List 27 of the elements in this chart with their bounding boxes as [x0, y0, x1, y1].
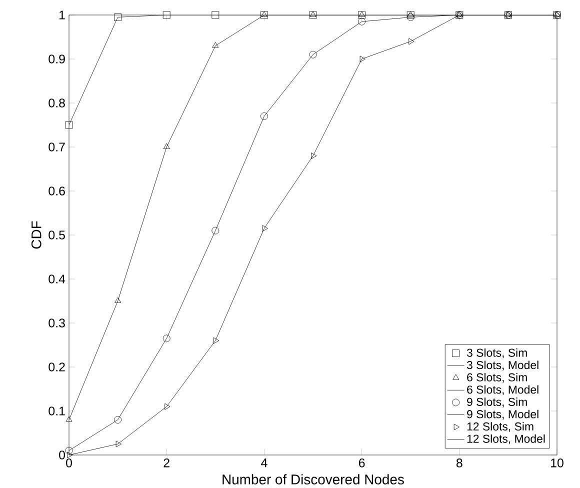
y-tick-label: 0 — [59, 450, 65, 460]
x-axis-title: Number of Discovered Nodes — [222, 474, 404, 485]
legend-label: 6 Slots, Sim — [467, 373, 527, 383]
legend-label: 3 Slots, Model — [466, 360, 538, 371]
y-tick-label: 0.4 — [48, 274, 66, 284]
legend-label: 12 Slots, Sim — [467, 422, 534, 432]
y-axis-title: CDF — [31, 221, 42, 249]
y-tick-label: 0.8 — [48, 98, 65, 108]
legend-label: 6 Slots, Model — [467, 385, 538, 396]
legend-label: 9 Slots, Model — [467, 410, 538, 420]
x-tick-label: 6 — [358, 458, 365, 468]
x-tick-label: 8 — [456, 458, 462, 468]
y-tick-label: 0.2 — [48, 362, 65, 372]
y-tick-label: 0.1 — [48, 406, 65, 416]
y-tick-label: 0.6 — [48, 186, 65, 196]
x-tick-label: 2 — [164, 458, 170, 468]
legend-label: 12 Slots, Model — [467, 434, 545, 444]
x-tick-label: 0 — [66, 458, 72, 468]
y-tick-label: 0.7 — [48, 142, 65, 152]
x-tick-label: 4 — [261, 458, 268, 468]
x-tick-label: 10 — [551, 458, 564, 468]
y-tick-label: 0.3 — [48, 318, 65, 328]
legend-label: 3 Slots, Sim — [466, 348, 527, 358]
legend-label: 9 Slots, Sim — [467, 398, 527, 408]
y-tick-label: 0.9 — [48, 54, 65, 64]
y-tick-label: 0.5 — [48, 230, 65, 240]
y-tick-label: 1 — [60, 10, 65, 20]
